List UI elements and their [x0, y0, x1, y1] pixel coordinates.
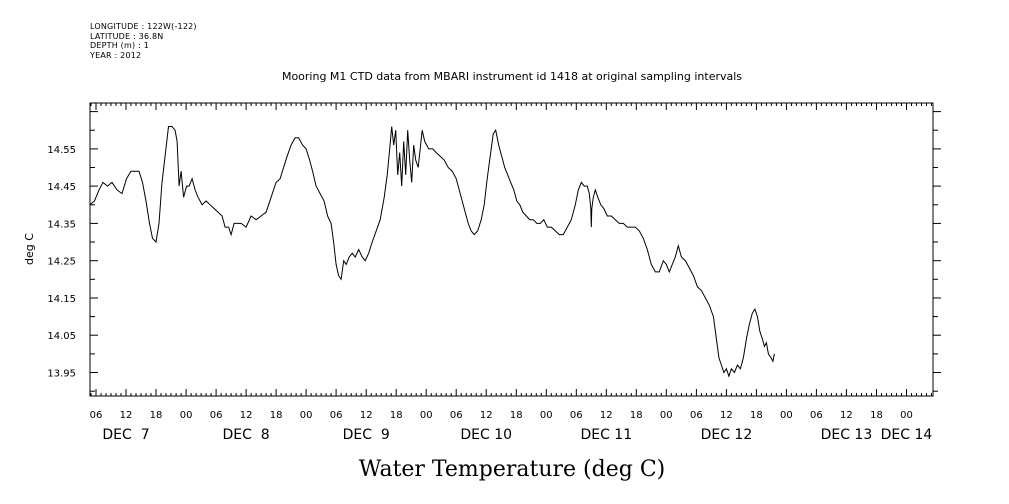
depth-line: DEPTH (m) : 1 — [90, 41, 149, 50]
x-tick-label: 00 — [420, 410, 433, 421]
y-tick-label: 14.15 — [47, 294, 76, 305]
latitude-line: LATITUDE : 36.8N — [90, 31, 164, 41]
x-tick-label: 18 — [630, 410, 643, 421]
x-tick-label: 18 — [750, 410, 763, 421]
y-tick-label: 14.55 — [47, 145, 76, 156]
y-tick-label: 14.45 — [47, 182, 76, 193]
x-tick-label: 12 — [840, 410, 853, 421]
y-tick-label: 14.05 — [47, 331, 76, 342]
x-tick-label: 06 — [690, 410, 703, 421]
x-tick-label: 06 — [570, 410, 583, 421]
day-label: DEC 14 — [881, 427, 933, 443]
x-tick-label: 12 — [720, 410, 733, 421]
plot-frame — [89, 102, 934, 397]
x-tick-label: 00 — [300, 410, 313, 421]
year-line: YEAR : 2012 — [90, 50, 142, 60]
x-tick-label: 12 — [480, 410, 493, 421]
x-tick-label: 00 — [660, 410, 673, 421]
x-tick-label: 18 — [150, 410, 163, 421]
x-tick-labels: 06 12 18 00 06 12 18 00 06 12 18 00 06 12 18 00 06 12 18 00… — [90, 410, 913, 421]
x-tick-label: 12 — [120, 410, 133, 421]
x-axis-label: Water Temperature (deg C) — [359, 457, 666, 482]
day-labels: DEC 7 DEC 8 DEC 9 DEC 10 DEC 11 DEC 12 DEC 13 D… — [102, 427, 932, 443]
x-tick-label: 06 — [210, 410, 223, 421]
y-tick-labels: 14.55 14.45 14.35 14.25 14.15 14.05 13.95 — [47, 145, 76, 380]
x-tick-label: 12 — [240, 410, 253, 421]
day-label: DEC 7 — [102, 427, 149, 443]
x-tick-label: 00 — [180, 410, 193, 421]
y-tick-label: 13.95 — [47, 369, 76, 380]
x-tick-label: 12 — [360, 410, 373, 421]
y-axis-label: deg C — [23, 233, 36, 265]
x-tick-label: 06 — [90, 410, 103, 421]
x-tick-label: 18 — [390, 410, 403, 421]
chart-title: Mooring M1 CTD data from MBARI instrumen… — [282, 70, 742, 83]
x-tick-label: 00 — [900, 410, 913, 421]
x-tick-label: 06 — [330, 410, 343, 421]
x-tick-label: 06 — [810, 410, 823, 421]
x-tick-label: 06 — [450, 410, 463, 421]
day-label: DEC 10 — [460, 427, 512, 443]
longitude-line: LONGITUDE : 122W(-122) — [90, 22, 197, 31]
tick-marks — [90, 103, 941, 396]
day-label: DEC 13 — [821, 427, 873, 443]
y-tick-label: 14.35 — [47, 219, 76, 230]
series-line — [89, 126, 775, 378]
x-tick-label: 18 — [870, 410, 883, 421]
x-tick-label: 18 — [510, 410, 523, 421]
day-label: DEC 9 — [343, 427, 390, 443]
day-label: DEC 12 — [701, 427, 753, 443]
day-label: DEC 8 — [222, 427, 269, 443]
x-tick-label: 00 — [780, 410, 793, 421]
day-label: DEC 11 — [580, 427, 632, 443]
dataset-metadata: LONGITUDE : 122W(-122) LATITUDE : 36.8N … — [90, 22, 197, 60]
x-tick-label: 18 — [270, 410, 283, 421]
x-tick-label: 00 — [540, 410, 553, 421]
x-tick-label: 12 — [600, 410, 613, 421]
y-tick-label: 14.25 — [47, 257, 76, 268]
